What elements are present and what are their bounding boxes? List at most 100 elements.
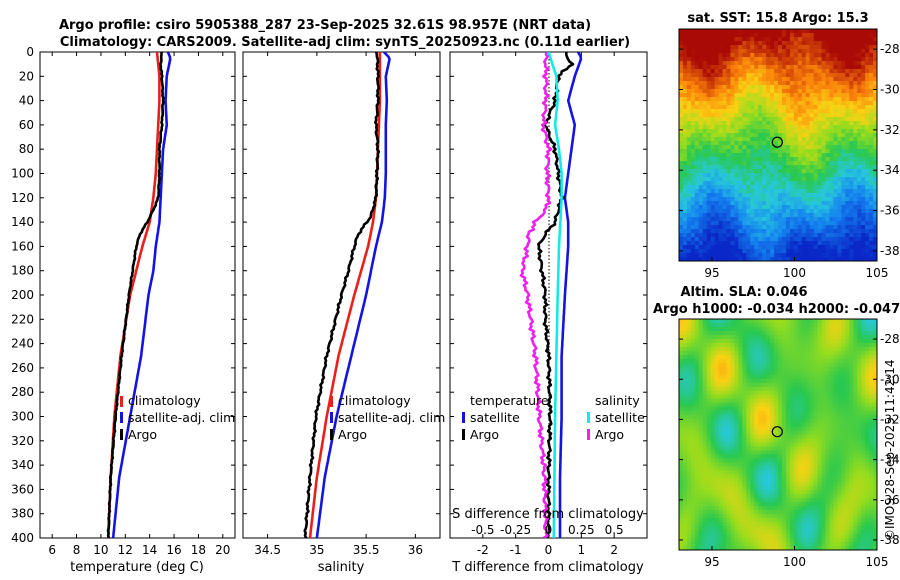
heatmap-cell — [722, 217, 728, 222]
heatmap-cell — [698, 390, 704, 396]
heatmap-cell — [837, 145, 842, 150]
heatmap-cell — [758, 346, 763, 352]
heatmap-cell — [789, 245, 795, 250]
heatmap-cell — [734, 189, 739, 194]
heatmap-cell — [778, 217, 783, 222]
heatmap-cell — [710, 65, 716, 70]
heatmap-cell — [750, 129, 755, 134]
heatmap-cell — [833, 430, 838, 436]
heatmap-cell — [841, 402, 846, 408]
heatmap-cell — [722, 29, 728, 34]
heatmap-cell — [837, 29, 842, 34]
heatmap-cell — [781, 57, 787, 62]
heatmap-cell — [762, 57, 767, 62]
heatmap-cell — [734, 418, 739, 424]
heatmap-cell — [869, 229, 874, 234]
heatmap-cell — [698, 434, 704, 440]
heatmap-cell — [698, 362, 704, 368]
heatmap-cell — [821, 358, 827, 364]
heatmap-cell — [690, 217, 696, 222]
heatmap-cell — [746, 77, 751, 82]
heatmap-cell — [686, 109, 692, 114]
heatmap-cell — [849, 430, 854, 436]
heatmap-cell — [849, 438, 854, 444]
heatmap-cell — [754, 434, 759, 440]
heatmap-cell — [778, 338, 783, 344]
heatmap-cell — [841, 41, 846, 46]
heatmap-cell — [774, 442, 779, 448]
heatmap-cell — [714, 53, 720, 58]
heatmap-cell — [746, 257, 751, 261]
heatmap-cell — [857, 414, 862, 420]
heatmap-cell — [809, 137, 815, 142]
heatmap-cell — [726, 382, 732, 388]
heatmap-cell — [682, 414, 688, 420]
heatmap-cell — [742, 346, 747, 352]
heatmap-cell — [714, 237, 720, 242]
heatmap-cell — [797, 378, 803, 384]
heatmap-cell — [837, 338, 842, 344]
heatmap-cell — [718, 205, 724, 210]
heatmap-cell — [873, 109, 877, 114]
heatmap-cell — [714, 117, 720, 122]
sst-map-panel: sat. SST: 15.8 Argo: 15.3 95 100 105-28-30… — [678, 11, 900, 280]
heatmap-cell — [837, 350, 842, 356]
heatmap-cell — [817, 426, 823, 432]
heatmap-cell — [766, 370, 771, 376]
heatmap-cell — [718, 233, 724, 238]
heatmap-cell — [694, 145, 700, 150]
heatmap-cell — [817, 422, 823, 428]
heatmap-cell — [805, 181, 811, 186]
heatmap-cell — [682, 249, 688, 254]
heatmap-cell — [750, 57, 755, 62]
heatmap-cell — [714, 346, 720, 352]
heatmap-cell — [821, 346, 827, 352]
heatmap-cell — [793, 193, 799, 198]
heatmap-cell — [797, 390, 803, 396]
heatmap-cell — [825, 185, 831, 190]
heatmap-cell — [861, 430, 866, 436]
heatmap-cell — [690, 89, 696, 94]
heatmap-cell — [706, 249, 712, 254]
heatmap-cell — [679, 398, 684, 404]
heatmap-cell — [849, 121, 854, 126]
heatmap-cell — [690, 177, 696, 182]
heatmap-cell — [738, 209, 743, 214]
heatmap-cell — [833, 93, 838, 98]
heatmap-cell — [734, 205, 739, 210]
heatmap-cell — [837, 157, 842, 162]
heatmap-cell — [718, 197, 724, 202]
heatmap-cell — [762, 225, 767, 230]
heatmap-cell — [829, 249, 835, 254]
heatmap-cell — [730, 422, 736, 428]
heatmap-cell — [774, 173, 779, 178]
heatmap-cell — [746, 245, 751, 250]
heatmap-cell — [817, 221, 823, 226]
heatmap-cell — [722, 189, 728, 194]
heatmap-cell — [758, 209, 763, 214]
heatmap-cell — [821, 370, 827, 376]
heatmap-cell — [785, 161, 791, 166]
heatmap-cell — [714, 358, 720, 364]
heatmap-cell — [766, 394, 771, 400]
heatmap-cell — [781, 374, 787, 380]
heatmap-cell — [833, 53, 838, 58]
heatmap-cell — [694, 446, 700, 452]
heatmap-cell — [679, 137, 684, 142]
heatmap-cell — [849, 85, 854, 90]
heatmap-cell — [865, 378, 870, 384]
heatmap-cell — [845, 121, 850, 126]
heatmap-cell — [861, 201, 866, 206]
heatmap-cell — [690, 422, 696, 428]
heatmap-cell — [722, 141, 728, 146]
heatmap-cell — [762, 229, 767, 234]
heatmap-cell — [845, 41, 850, 46]
heatmap-cell — [813, 33, 819, 38]
heatmap-cell — [865, 113, 870, 118]
heatmap-cell — [750, 53, 755, 58]
heatmap-cell — [694, 69, 700, 74]
heatmap-cell — [873, 101, 877, 106]
heatmap-cell — [734, 197, 739, 202]
heatmap-cell — [785, 85, 791, 90]
salinity-difference-ticks: -0.5 -0.25 0 0.25 0.5 — [471, 523, 624, 537]
